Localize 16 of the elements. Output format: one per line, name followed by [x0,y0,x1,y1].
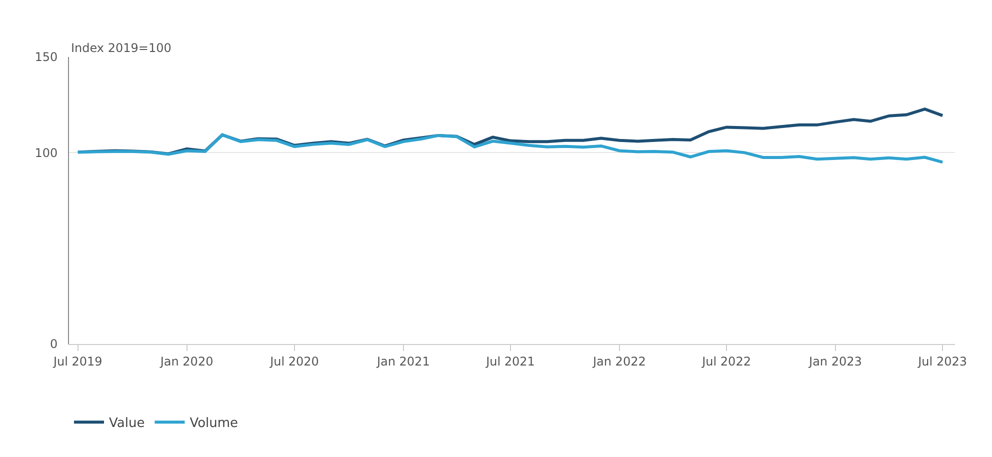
x-tick-label: Jul 2020 [269,354,319,368]
x-tick-label: Jul 2023 [917,354,967,368]
y-tick-label: 100 [34,146,58,160]
x-tick-label: Jan 2020 [159,354,214,368]
x-tick-label: Jan 2021 [376,354,430,368]
legend-label: Value [109,416,145,432]
x-tick-label: Jan 2023 [808,354,862,368]
legend-label: Volume [190,416,238,432]
x-tick-label: Jul 2022 [701,354,751,368]
x-tick-label: Jul 2021 [485,354,535,368]
y-axis-title: Index 2019=100 [71,41,172,55]
x-tick-label: Jul 2019 [52,354,102,368]
x-tick-label: Jan 2022 [592,354,646,368]
y-tick-label: 150 [34,50,58,64]
y-tick-label: 0 [50,337,58,352]
line-series [76,133,944,164]
